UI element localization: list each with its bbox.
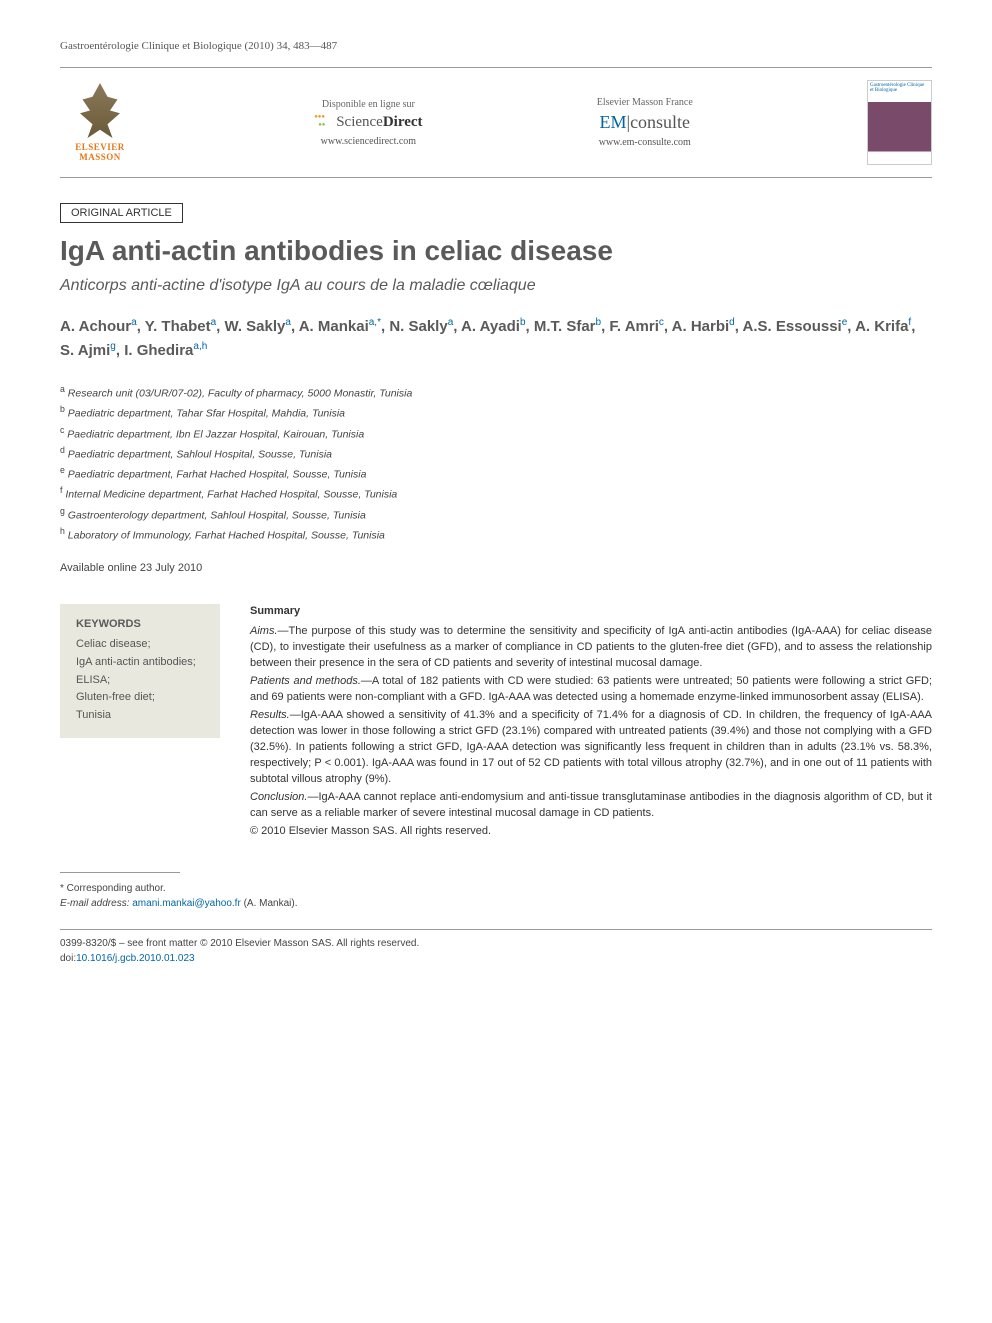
em-prefix: EM: [599, 112, 626, 132]
journal-cover-thumbnail: Gastroentérologie Clinique et Biologique: [867, 80, 932, 165]
summary: Summary Aims.—The purpose of this study …: [250, 604, 932, 841]
aims-text: The purpose of this study was to determi…: [250, 625, 932, 669]
copyright-line: 0399-8320/$ – see front matter © 2010 El…: [60, 936, 932, 951]
keywords-box: KEYWORDS Celiac disease;IgA anti-actin a…: [60, 604, 220, 738]
affiliation-item: h Laboratory of Immunology, Farhat Hache…: [60, 524, 932, 544]
affiliation-item: a Research unit (03/UR/07-02), Faculty o…: [60, 382, 932, 402]
affiliation-item: g Gastroenterology department, Sahloul H…: [60, 504, 932, 524]
sd-url[interactable]: www.sciencedirect.com: [314, 136, 422, 147]
elsevier-name: ELSEVIER: [60, 142, 140, 152]
corresponding-name: (A. Mankai).: [244, 898, 298, 909]
summary-copyright: © 2010 Elsevier Masson SAS. All rights r…: [250, 824, 932, 840]
emconsulte-logo: EM|consulte: [597, 112, 693, 133]
emconsulte-block: Elsevier Masson France EM|consulte www.e…: [597, 97, 693, 148]
keywords-heading: KEYWORDS: [76, 618, 204, 630]
sd-label: Disponible en ligne sur: [314, 99, 422, 110]
copyright-footer: 0399-8320/$ – see front matter © 2010 El…: [60, 936, 932, 966]
conclusion-label: Conclusion.—: [250, 791, 318, 803]
sd-dots-icon: [314, 114, 332, 132]
corresponding-author: * Corresponding author. E-mail address: …: [60, 881, 932, 911]
summary-aims: Aims.—The purpose of this study was to d…: [250, 624, 932, 672]
summary-results: Results.—IgA-AAA showed a sensitivity of…: [250, 708, 932, 788]
keywords-body: Celiac disease;IgA anti-actin antibodies…: [76, 636, 204, 724]
affiliation-item: b Paediatric department, Tahar Sfar Hosp…: [60, 402, 932, 422]
doi-link[interactable]: 10.1016/j.gcb.2010.01.023: [76, 953, 194, 964]
sd-name-light: Science: [336, 114, 383, 130]
article-type: ORIGINAL ARTICLE: [60, 203, 183, 223]
corresponding-email-link[interactable]: amani.mankai@yahoo.fr: [132, 898, 241, 909]
affiliation-item: d Paediatric department, Sahloul Hospita…: [60, 443, 932, 463]
article-subtitle: Anticorps anti-actine d'isotype IgA au c…: [60, 277, 932, 295]
methods-label: Patients and methods.—: [250, 675, 372, 687]
cover-text: Gastroentérologie Clinique et Biologique: [870, 83, 924, 93]
sd-name-bold: Direct: [383, 114, 423, 130]
abstract-row: KEYWORDS Celiac disease;IgA anti-actin a…: [60, 604, 932, 841]
sciencedirect-logo: ScienceDirect: [314, 114, 422, 132]
footnote-separator: [60, 872, 180, 873]
publisher-header: ELSEVIER MASSON Disponible en ligne sur …: [60, 67, 932, 178]
em-name: consulte: [630, 112, 690, 132]
corresponding-label: * Corresponding author.: [60, 881, 932, 896]
results-text: IgA-AAA showed a sensitivity of 41.3% an…: [250, 709, 932, 785]
summary-heading: Summary: [250, 604, 932, 620]
affiliation-item: e Paediatric department, Farhat Hached H…: [60, 463, 932, 483]
article-title: IgA anti-actin antibodies in celiac dise…: [60, 235, 932, 267]
doi-label: doi:: [60, 953, 76, 964]
affiliations-list: a Research unit (03/UR/07-02), Faculty o…: [60, 382, 932, 544]
elsevier-logo: ELSEVIER MASSON: [60, 83, 140, 162]
available-online-date: Available online 23 July 2010: [60, 562, 932, 574]
author-list: A. Achoura, Y. Thabeta, W. Saklya, A. Ma…: [60, 315, 932, 362]
email-label: E-mail address:: [60, 898, 129, 909]
results-label: Results.—: [250, 709, 301, 721]
sciencedirect-block: Disponible en ligne sur ScienceDirect ww…: [314, 99, 422, 147]
aims-label: Aims.—: [250, 625, 289, 637]
elsevier-tree-icon: [75, 83, 125, 138]
em-url[interactable]: www.em-consulte.com: [597, 137, 693, 148]
conclusion-text: IgA-AAA cannot replace anti-endomysium a…: [250, 791, 932, 819]
affiliation-item: f Internal Medicine department, Farhat H…: [60, 483, 932, 503]
elsevier-sub: MASSON: [60, 152, 140, 162]
bottom-separator: [60, 929, 932, 930]
summary-methods: Patients and methods.—A total of 182 pat…: [250, 674, 932, 706]
affiliation-item: c Paediatric department, Ibn El Jazzar H…: [60, 423, 932, 443]
journal-reference: Gastroentérologie Clinique et Biologique…: [60, 40, 932, 52]
summary-conclusion: Conclusion.—IgA-AAA cannot replace anti-…: [250, 790, 932, 822]
em-brand: Elsevier Masson France: [597, 97, 693, 108]
